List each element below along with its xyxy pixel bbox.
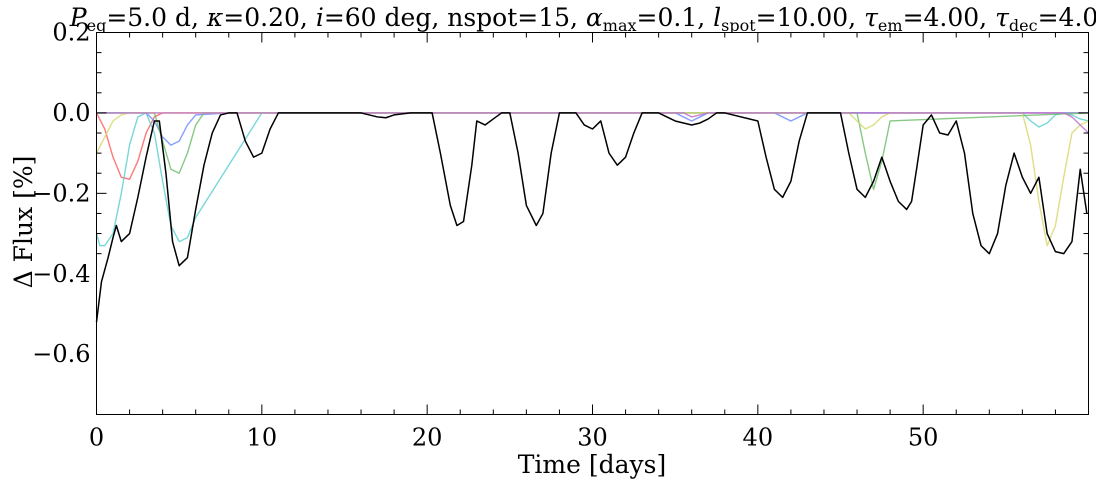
title-segment: eq xyxy=(87,16,107,35)
title-segment: =0.1, xyxy=(637,3,714,32)
spot-3-line xyxy=(96,112,1089,146)
spot-6-line xyxy=(96,112,1089,134)
x-tick-label: 20 xyxy=(412,424,443,452)
y-tick-label: 0.0 xyxy=(52,99,90,127)
x-tick-label: 50 xyxy=(908,424,939,452)
x-tick-label: 30 xyxy=(577,424,608,452)
title-segment: τ xyxy=(864,3,879,32)
x-axis-label: Time [days] xyxy=(518,450,667,479)
title-segment: α xyxy=(586,3,603,32)
title-segment: =4.00 xyxy=(1038,3,1096,32)
x-tick-label: 0 xyxy=(89,424,104,452)
title-segment: dec xyxy=(1009,16,1038,35)
y-tick-labels: 0.2 0.0 −0.2 −0.4 −0.6 xyxy=(32,19,90,369)
title-segment: l xyxy=(713,3,721,32)
series-group xyxy=(95,112,1089,323)
title-segment: P xyxy=(69,3,88,32)
title-segment: max xyxy=(603,16,637,35)
title-segment: =60 deg, nspot=15, xyxy=(324,3,586,32)
title-segment: =0.20, xyxy=(223,3,316,32)
title-segment: τ xyxy=(995,3,1010,32)
total-flux-line xyxy=(95,112,1088,323)
title-segment: i xyxy=(316,3,324,32)
title-segment: =10.00, xyxy=(756,3,864,32)
x-tick-labels: 0 10 20 30 40 50 xyxy=(89,424,939,452)
y-tick-label: −0.4 xyxy=(32,260,90,288)
plot-area xyxy=(96,32,1089,415)
title-segment: =4.00, xyxy=(903,3,996,32)
x-tick-label: 40 xyxy=(743,424,774,452)
y-tick-label: −0.2 xyxy=(32,179,90,207)
x-tick-label: 10 xyxy=(247,424,278,452)
title-segment: κ xyxy=(206,3,224,32)
title-segment: spot xyxy=(721,16,756,35)
y-axis-label: Δ Flux [%] xyxy=(9,156,38,289)
title-segment: em xyxy=(878,16,903,35)
y-tick-label: 0.2 xyxy=(52,19,90,47)
y-tick-label: −0.6 xyxy=(32,340,90,368)
chart-title: Peq=5.0 d, κ=0.20, i=60 deg, nspot=15, α… xyxy=(69,3,1096,35)
title-segment: =5.0 d, xyxy=(106,3,207,32)
plot-frame xyxy=(96,32,1089,415)
